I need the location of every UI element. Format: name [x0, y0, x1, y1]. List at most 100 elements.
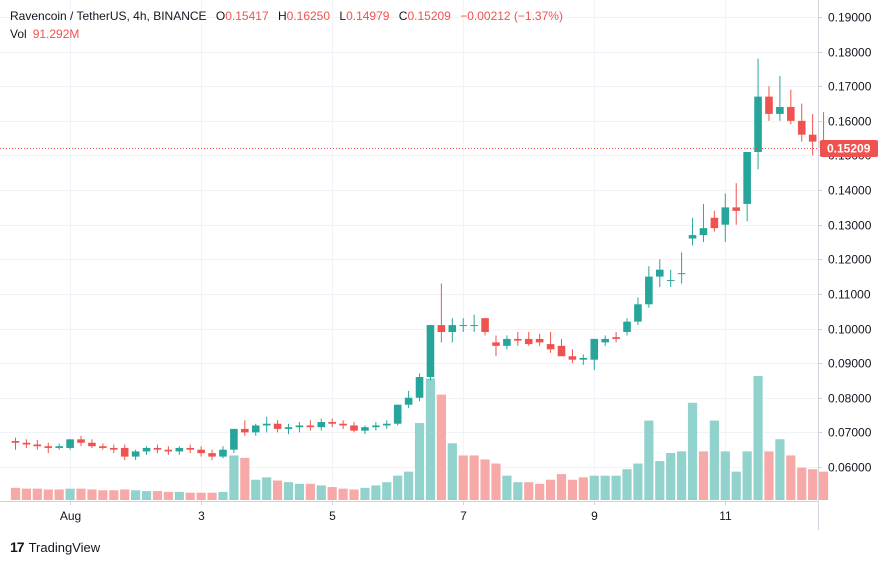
candle-body	[492, 342, 500, 346]
volume-bar	[316, 485, 326, 500]
candle[interactable]	[120, 444, 129, 461]
candle[interactable]	[601, 335, 609, 346]
candle[interactable]	[153, 444, 162, 454]
candle[interactable]	[732, 183, 741, 225]
volume-row: Vol 91.292M	[10, 25, 563, 43]
candle[interactable]	[754, 58, 762, 170]
candle[interactable]	[372, 422, 380, 431]
candle[interactable]	[393, 404, 402, 426]
candle[interactable]	[448, 318, 457, 343]
candle[interactable]	[382, 420, 391, 429]
candle-body	[503, 338, 511, 346]
candle[interactable]	[699, 203, 708, 242]
candle-body	[666, 280, 675, 282]
candle[interactable]	[481, 318, 489, 336]
candle[interactable]	[645, 266, 653, 308]
candle[interactable]	[55, 443, 63, 450]
volume-bar	[327, 487, 337, 500]
candle[interactable]	[459, 318, 468, 332]
candle[interactable]	[666, 269, 675, 287]
volume-bar	[251, 479, 261, 500]
candle[interactable]	[361, 425, 369, 435]
volume-bar	[458, 455, 468, 500]
candle[interactable]	[164, 446, 173, 455]
candle[interactable]	[634, 297, 642, 326]
candle[interactable]	[721, 193, 730, 242]
candle[interactable]	[175, 446, 184, 455]
candle[interactable]	[11, 437, 20, 450]
candle[interactable]	[230, 428, 238, 454]
candle[interactable]	[262, 416, 271, 433]
time-axis[interactable]: Aug 3 5 7 9 11	[60, 501, 732, 523]
candle[interactable]	[339, 420, 347, 429]
candle[interactable]	[99, 443, 107, 450]
candle[interactable]	[623, 318, 631, 336]
candle[interactable]	[776, 75, 784, 121]
volume-bar	[43, 489, 53, 500]
candle[interactable]	[524, 332, 533, 346]
volume-bar	[644, 420, 654, 500]
candle[interactable]	[514, 332, 522, 346]
candle[interactable]	[131, 449, 140, 461]
candle[interactable]	[426, 325, 435, 381]
volume-bar	[753, 376, 763, 500]
candle[interactable]	[295, 422, 304, 433]
candle[interactable]	[688, 217, 697, 246]
candle-body	[328, 422, 336, 424]
candle[interactable]	[273, 420, 282, 433]
candle[interactable]	[655, 259, 664, 287]
candle[interactable]	[568, 349, 577, 364]
candle[interactable]	[219, 446, 227, 459]
candle[interactable]	[306, 420, 315, 431]
candle[interactable]	[66, 439, 74, 450]
low-label: L	[339, 9, 347, 23]
volume-bar	[687, 402, 698, 500]
price-tick-label: 0.19000	[828, 11, 872, 25]
candle[interactable]	[612, 332, 620, 343]
candle[interactable]	[503, 335, 511, 350]
candle[interactable]	[787, 89, 795, 125]
candle[interactable]	[546, 332, 555, 353]
candles	[11, 58, 828, 461]
volume-bar	[655, 461, 665, 500]
candle[interactable]	[743, 152, 751, 222]
candle[interactable]	[328, 418, 336, 428]
candle[interactable]	[404, 390, 413, 409]
candle[interactable]	[142, 446, 151, 455]
price-axis[interactable]: 0.190000.180000.170000.160000.150000.140…	[818, 11, 872, 475]
candle-body	[787, 107, 795, 121]
tradingview-logo[interactable]: 17 TradingView	[10, 539, 100, 555]
volume-bar	[76, 488, 86, 500]
candle[interactable]	[808, 113, 817, 156]
candle[interactable]	[251, 423, 260, 436]
candle[interactable]	[797, 103, 806, 142]
candle[interactable]	[88, 439, 96, 448]
candle[interactable]	[557, 338, 566, 357]
candle[interactable]	[677, 252, 686, 284]
candle[interactable]	[44, 442, 53, 454]
candle[interactable]	[710, 210, 719, 232]
candle[interactable]	[284, 423, 293, 435]
candle[interactable]	[535, 333, 544, 346]
candle[interactable]	[241, 420, 249, 436]
candle[interactable]	[317, 418, 326, 431]
candle[interactable]	[197, 446, 205, 457]
volume-bar	[371, 485, 381, 500]
candle[interactable]	[590, 338, 599, 371]
candle[interactable]	[579, 354, 588, 365]
symbol-title[interactable]: Ravencoin / TetherUS, 4h, BINANCE	[10, 9, 207, 23]
candle[interactable]	[470, 314, 478, 332]
candle[interactable]	[492, 335, 500, 357]
candle[interactable]	[765, 86, 773, 121]
candle[interactable]	[415, 373, 424, 402]
volume-bar	[469, 455, 479, 500]
candle[interactable]	[350, 422, 358, 433]
candle[interactable]	[186, 444, 195, 454]
candle[interactable]	[437, 283, 446, 343]
candle[interactable]	[22, 439, 31, 448]
candle[interactable]	[109, 444, 118, 454]
candle[interactable]	[33, 440, 42, 450]
candle[interactable]	[208, 449, 216, 461]
candle[interactable]	[77, 435, 85, 447]
